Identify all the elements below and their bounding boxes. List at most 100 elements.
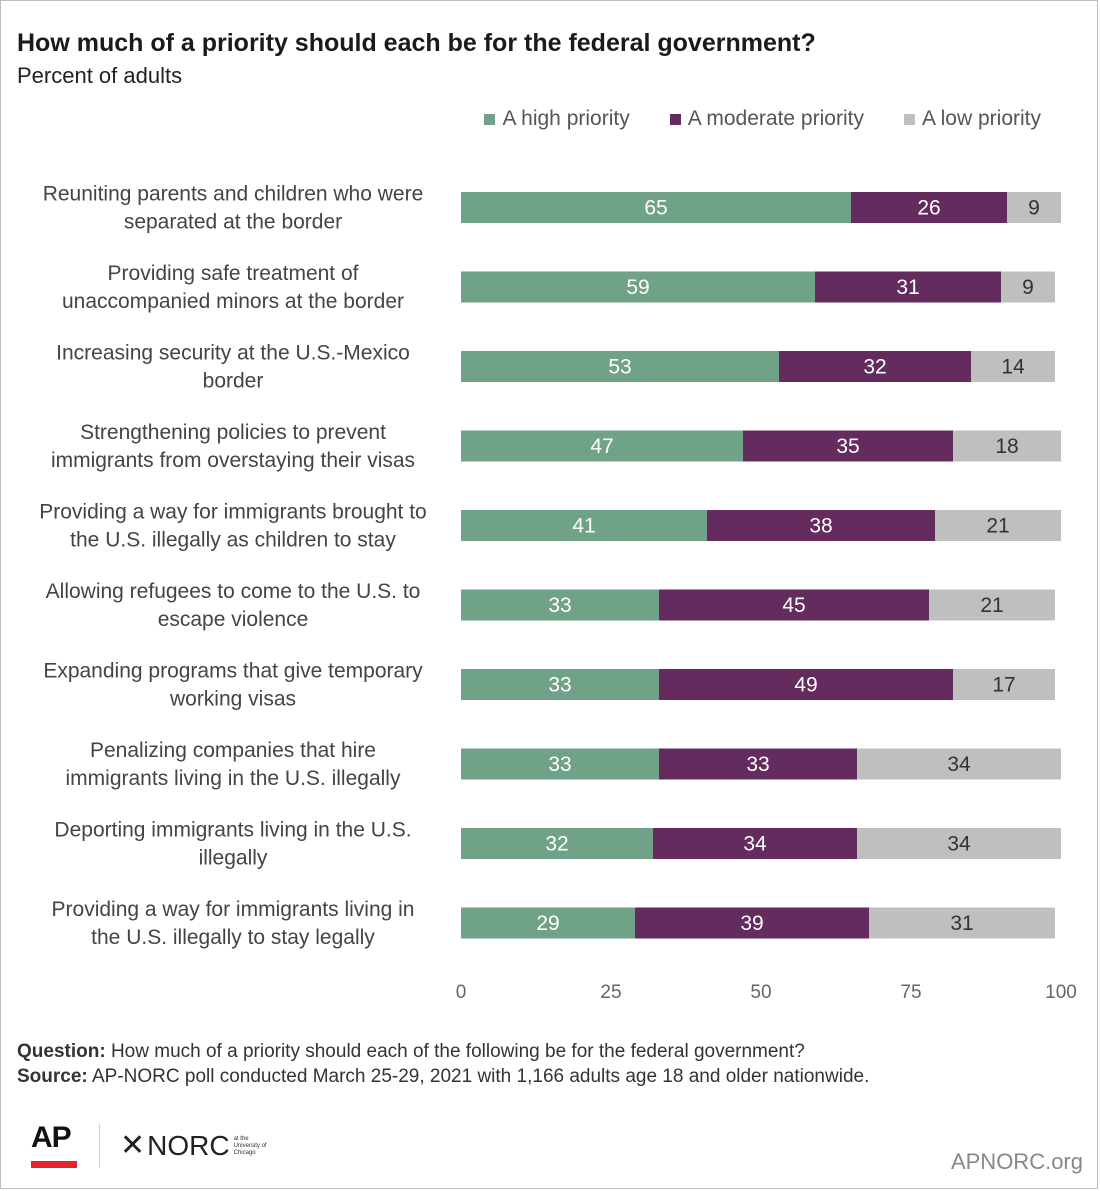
category-label: Penalizing companies that hire immigrants… — [66, 739, 401, 790]
x-tick-label: 0 — [456, 982, 467, 1003]
data-label-low: 21 — [986, 515, 1009, 538]
category-label: Strengthening policies to prevent immigra… — [51, 421, 415, 472]
site-url: APNORC.org — [950, 1149, 1083, 1174]
data-label-low: 17 — [992, 674, 1015, 697]
data-label-high: 29 — [536, 912, 559, 935]
data-label-high: 32 — [545, 833, 568, 856]
bar-moderate — [659, 748, 857, 780]
ap-logo-text: AP — [31, 1121, 72, 1154]
question-label: Question: — [17, 1041, 106, 1062]
data-label-low: 34 — [947, 833, 971, 856]
legend-swatch-high — [484, 113, 496, 125]
bar-high — [461, 510, 707, 541]
legend-swatch-low — [903, 113, 915, 125]
bar-moderate — [659, 589, 929, 621]
x-tick-label: 50 — [750, 982, 771, 1003]
data-label-low: 14 — [1001, 356, 1025, 379]
x-tick-label: 100 — [1045, 982, 1077, 1003]
legend-label-high: A high priority — [502, 107, 630, 130]
data-label-moderate: 39 — [740, 912, 763, 935]
data-label-low: 9 — [1028, 197, 1040, 220]
ap-logo-bar — [31, 1161, 77, 1168]
legend-item-low: A low priority — [903, 107, 1041, 131]
bar-moderate — [653, 828, 857, 859]
question-note: Question: How much of a priority should … — [17, 1039, 869, 1064]
ap-logo: AP — [31, 1123, 77, 1169]
bar-high — [461, 828, 653, 859]
data-label-high: 65 — [644, 197, 667, 220]
data-label-low: 21 — [980, 594, 1003, 617]
category-label: Providing a way for immigrants brought t… — [39, 501, 427, 552]
bar-moderate — [659, 669, 953, 700]
data-label-high: 59 — [626, 276, 649, 299]
category-label: Providing safe treatment of unaccompanied… — [62, 262, 404, 313]
bar-moderate — [707, 510, 935, 541]
category-label: Increasing security at the U.S.-Mexico bo… — [56, 342, 410, 393]
bar-low — [935, 510, 1061, 541]
bar-low — [869, 907, 1055, 939]
x-tick-label: 75 — [900, 982, 921, 1003]
bar-moderate — [815, 271, 1001, 303]
bar-low — [929, 589, 1055, 621]
bar-low — [1007, 192, 1061, 223]
bar-high — [461, 271, 815, 303]
bar-low — [857, 748, 1061, 780]
bar-moderate — [779, 351, 971, 382]
bar-high — [461, 351, 779, 382]
legend-label-moderate: A moderate priority — [687, 107, 864, 130]
data-label-low: 18 — [995, 435, 1018, 458]
legend-swatch-moderate — [669, 113, 681, 125]
norc-logo-text: NORC — [147, 1130, 230, 1161]
legend-item-high: A high priority — [484, 107, 630, 131]
bar-high — [461, 669, 659, 700]
data-label-moderate: 33 — [746, 753, 769, 776]
data-label-low: 31 — [950, 912, 973, 935]
category-label: Reuniting parents and children who were s… — [43, 183, 424, 234]
bar-low — [857, 828, 1061, 859]
legend-label-low: A low priority — [921, 107, 1041, 130]
data-label-high: 33 — [548, 594, 571, 617]
data-label-moderate: 34 — [743, 833, 767, 856]
chart-title: How much of a priority should each be fo… — [17, 29, 816, 57]
data-label-moderate: 31 — [896, 276, 919, 299]
chart-subtitle: Percent of adults — [17, 63, 183, 88]
category-label: Allowing refugees to come to the U.S. to… — [46, 580, 421, 631]
data-label-high: 53 — [608, 356, 631, 379]
logo-divider — [99, 1124, 100, 1168]
norc-star-icon: ✕ — [120, 1129, 146, 1162]
bar-high — [461, 192, 851, 223]
bar-low — [971, 351, 1055, 382]
data-label-high: 47 — [590, 435, 613, 458]
data-label-moderate: 49 — [794, 674, 817, 697]
source-note: Source: AP-NORC poll conducted March 25-… — [17, 1064, 869, 1089]
bar-high — [461, 907, 635, 939]
legend-item-moderate: A moderate priority — [669, 107, 864, 131]
data-label-moderate: 35 — [836, 435, 859, 458]
category-label: Deporting immigrants living in the U.S. i… — [54, 819, 411, 870]
norc-logo-subtext: at the University of Chicago — [233, 1135, 267, 1156]
bar-moderate — [743, 430, 953, 462]
stacked-bar-chart: Reuniting parents and children who were s… — [39, 183, 1077, 1004]
bar-high — [461, 589, 659, 621]
data-label-moderate: 26 — [917, 197, 940, 220]
x-tick-label: 25 — [600, 982, 621, 1003]
legend: A high priority A moderate priority A lo… — [484, 107, 1041, 131]
data-label-high: 33 — [548, 753, 571, 776]
data-label-high: 33 — [548, 674, 571, 697]
bar-high — [461, 748, 659, 780]
data-label-moderate: 32 — [863, 356, 886, 379]
bar-high — [461, 430, 743, 462]
data-label-low: 34 — [947, 753, 971, 776]
question-text: How much of a priority should each of th… — [110, 1041, 805, 1062]
category-label: Providing a way for immigrants living in… — [52, 898, 415, 949]
bar-low — [953, 669, 1055, 700]
source-text: AP-NORC poll conducted March 25-29, 2021… — [91, 1066, 870, 1087]
data-label-high: 41 — [572, 515, 595, 538]
data-label-low: 9 — [1022, 276, 1034, 299]
logos: AP ✕ NORC at the University of Chicago — [31, 1123, 267, 1169]
source-label: Source: — [17, 1066, 88, 1087]
chart-footer: Question: How much of a priority should … — [17, 1039, 869, 1089]
bar-low — [1001, 271, 1055, 303]
data-label-moderate: 38 — [809, 515, 832, 538]
